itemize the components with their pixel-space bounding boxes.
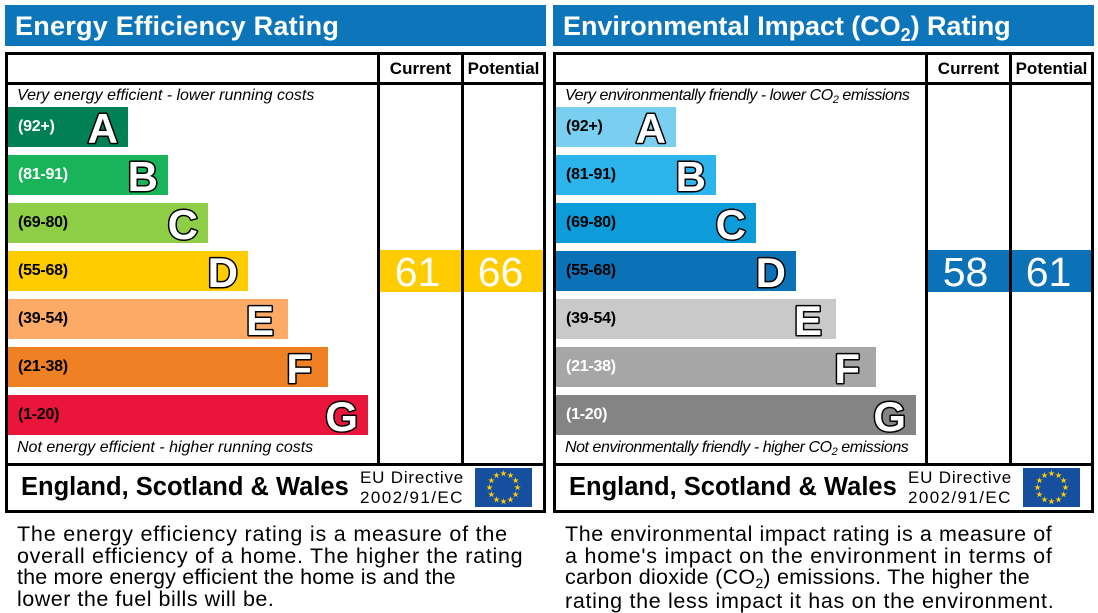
svg-text:G: G	[325, 393, 358, 440]
svg-text:C: C	[716, 201, 746, 248]
svg-text:D: D	[756, 249, 786, 296]
svg-text:D: D	[208, 249, 238, 296]
svg-text:C: C	[168, 201, 198, 248]
svg-text:E: E	[794, 297, 822, 344]
svg-text:A: A	[88, 105, 118, 152]
svg-text:A: A	[636, 105, 666, 152]
svg-text:B: B	[128, 153, 158, 200]
svg-text:E: E	[246, 297, 274, 344]
svg-text:F: F	[286, 345, 312, 392]
svg-text:B: B	[676, 153, 706, 200]
svg-text:G: G	[873, 393, 906, 440]
svg-text:F: F	[834, 345, 860, 392]
